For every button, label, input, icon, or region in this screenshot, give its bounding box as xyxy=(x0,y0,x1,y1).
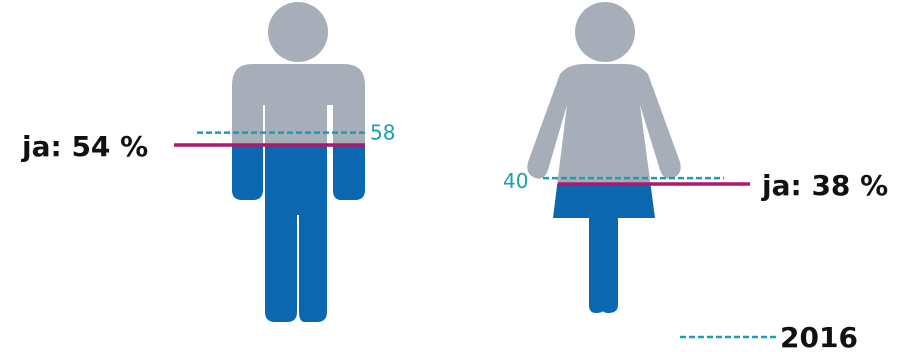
female-previous-label: 40 xyxy=(503,169,528,193)
male-figure-icon xyxy=(232,2,365,322)
female-figure-icon xyxy=(527,2,681,313)
male-current-label: ja: 54 % xyxy=(21,130,148,163)
legend-label: 2016 xyxy=(780,321,858,352)
male-previous-label: 58 xyxy=(370,121,395,145)
legend: 2016 xyxy=(680,321,858,352)
female-current-label: ja: 38 % xyxy=(761,169,888,202)
